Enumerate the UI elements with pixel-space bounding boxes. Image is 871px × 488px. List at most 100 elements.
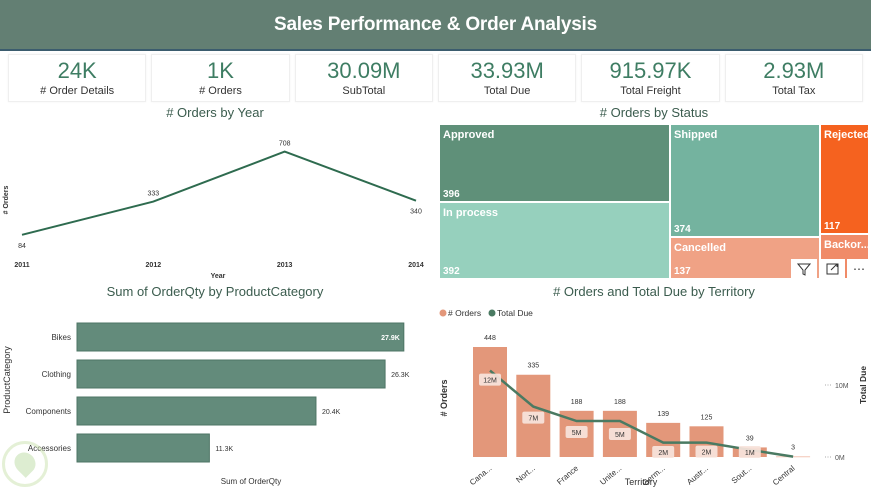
orderqty-by-category-chart[interactable]: ProductCategory Sum of OrderQty Bikes 27.…: [0, 300, 435, 488]
legend: # Orders Total Due: [439, 308, 533, 318]
orders-label: 3: [791, 444, 795, 451]
total-due-label-bg: [695, 445, 718, 458]
legend-marker-orders: [439, 309, 447, 317]
kpi-value: 915.97K: [609, 57, 692, 83]
total-due-label: 2M: [702, 450, 712, 457]
more-options-icon: ⋯: [853, 262, 865, 276]
data-label: 340: [410, 209, 422, 216]
x-tick-label: Cana...: [468, 464, 494, 487]
x-tick-label: Unite...: [598, 464, 623, 487]
total-due-label-bg: [608, 428, 631, 440]
total-due-label: 7M: [528, 416, 538, 423]
kpi-label: # Order Details: [40, 84, 115, 97]
kpi-value: 2.93M: [763, 57, 825, 83]
kpi-card-total-tax[interactable]: 2.93M Total Tax: [724, 54, 863, 102]
filter-button[interactable]: [791, 259, 817, 279]
kpi-value: 24K: [57, 57, 97, 83]
data-label: 708: [279, 141, 291, 148]
cell-value: 396: [443, 189, 460, 200]
kpi-label: Total Due: [483, 84, 531, 97]
orders-label: 335: [527, 363, 539, 370]
kpi-card-orders[interactable]: 1K # Orders: [151, 54, 290, 102]
kpi-label: SubTotal: [342, 84, 386, 97]
orders-label: 188: [571, 399, 583, 406]
orders-bar: [473, 347, 507, 457]
kpi-row: 24K # Order Details 1K # Orders 30.09M SubT…: [8, 54, 863, 102]
orders-line: [21, 150, 417, 236]
x-tick-label: Nort...: [514, 464, 536, 485]
x-tick-label: Austr...: [685, 464, 710, 487]
orders-by-status-treemap[interactable]: Approved 396 In process 392 Shipped 374 …: [439, 124, 871, 279]
total-due-label: 12M: [483, 378, 497, 385]
treemap-cell-approved[interactable]: Approved 396: [439, 124, 670, 202]
cell-label: Approved: [443, 129, 495, 141]
more-options-button[interactable]: ⋯: [847, 259, 871, 279]
orders-label: 139: [657, 411, 669, 418]
orders-by-year-chart[interactable]: # Orders Year 84 2011 333 2012 708 2013 340 201…: [0, 118, 435, 283]
treemap-cell-in-process[interactable]: In process 392: [439, 202, 670, 279]
y2-tick-label: 0M: [835, 455, 845, 462]
total-due-label-bg: [738, 446, 761, 458]
legend-label-total-due: Total Due: [497, 308, 533, 318]
value-label: 26.3K: [391, 372, 410, 379]
cell-label: Backor...: [824, 239, 870, 251]
kpi-value: 30.09M: [327, 57, 401, 83]
kpi-label: Total Freight: [620, 84, 681, 97]
total-due-label: 5M: [615, 432, 625, 439]
x-tick-label: France: [555, 463, 580, 486]
cell-label: Shipped: [674, 129, 718, 141]
bar-chart-title: Sum of OrderQty by ProductCategory: [106, 284, 324, 299]
x-axis-label: Year: [211, 273, 226, 280]
cell-value: 117: [824, 221, 841, 232]
kpi-label: # Orders: [199, 84, 242, 97]
leaf-icon: [10, 448, 40, 478]
kpi-label: Total Tax: [772, 84, 816, 97]
category-label: Components: [26, 407, 71, 416]
orders-label: 39: [746, 435, 754, 442]
treemap-cell-shipped[interactable]: Shipped 374: [670, 124, 820, 237]
data-label: 84: [18, 243, 26, 250]
focus-mode-button[interactable]: [819, 259, 845, 279]
total-due-label: 1M: [745, 450, 755, 457]
total-due-label-bg: [652, 446, 675, 458]
x-tick-label: 2011: [14, 262, 29, 269]
x-axis-label: Sum of OrderQty: [221, 477, 281, 486]
orders-bar: [776, 456, 811, 458]
report-header: Sales Performance & Order Analysis: [0, 0, 871, 51]
cell-value: 137: [674, 266, 691, 277]
cell-label: In process: [443, 207, 499, 219]
y-axis-label: ProductCategory: [2, 346, 12, 414]
kpi-card-total-due[interactable]: 33.93M Total Due: [437, 54, 577, 102]
y-axis-label: # Orders: [439, 379, 449, 416]
line-chart-title: # Orders by Year: [166, 105, 264, 120]
x-tick-label: Central: [771, 464, 797, 488]
total-due-label-bg: [522, 411, 545, 424]
orders-totaldue-by-territory-chart[interactable]: # Orders Total Due # Orders Total Due Te…: [435, 300, 871, 488]
x-tick-label: Sout...: [730, 464, 753, 486]
cell-value: 374: [674, 224, 691, 235]
category-label: Bikes: [51, 333, 71, 342]
bar: [76, 433, 210, 463]
value-label: 27.9K: [381, 335, 400, 342]
cell-label: Cancelled: [674, 242, 726, 254]
filter-icon: [797, 263, 811, 276]
treemap-cell-rejected[interactable]: Rejected 117: [820, 124, 870, 234]
orders-label: 448: [484, 335, 496, 342]
kpi-card-total-freight[interactable]: 915.97K Total Freight: [581, 54, 720, 102]
legend-marker-total-due: [488, 309, 496, 317]
report-title: Sales Performance & Order Analysis: [273, 13, 598, 35]
bar: [76, 322, 405, 352]
kpi-value: 1K: [207, 57, 234, 83]
cell-value: 392: [443, 266, 460, 277]
kpi-value: 33.93M: [470, 57, 544, 83]
x-tick-label: 2012: [146, 262, 162, 269]
kpi-card-subtotal[interactable]: 30.09M SubTotal: [294, 54, 433, 102]
watermark-logo: [2, 441, 48, 487]
combo-chart-title: # Orders and Total Due by Territory: [553, 284, 755, 299]
y-axis-label: # Orders: [3, 185, 10, 214]
kpi-card-order-details[interactable]: 24K # Order Details: [8, 54, 147, 102]
bar: [76, 359, 386, 389]
orders-label: 125: [701, 414, 713, 421]
x-axis-label: Territory: [625, 477, 658, 487]
total-due-label-bg: [479, 373, 501, 386]
